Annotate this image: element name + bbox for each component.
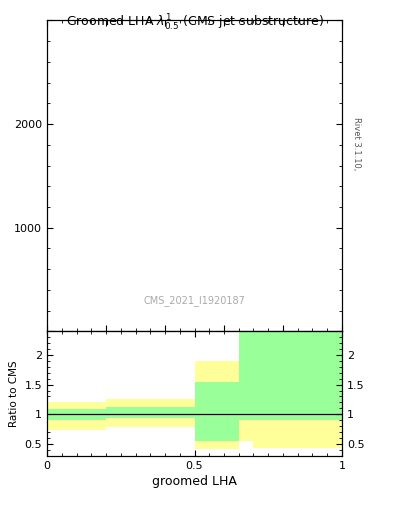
Title: Groomed LHA $\lambda^{1}_{0.5}$ (CMS jet substructure): Groomed LHA $\lambda^{1}_{0.5}$ (CMS jet… (66, 13, 323, 33)
X-axis label: groomed LHA: groomed LHA (152, 475, 237, 488)
Text: Rivet 3.1.10,: Rivet 3.1.10, (352, 117, 361, 170)
Text: CMS_2021_I1920187: CMS_2021_I1920187 (143, 295, 246, 307)
Y-axis label: Ratio to CMS: Ratio to CMS (9, 360, 19, 427)
